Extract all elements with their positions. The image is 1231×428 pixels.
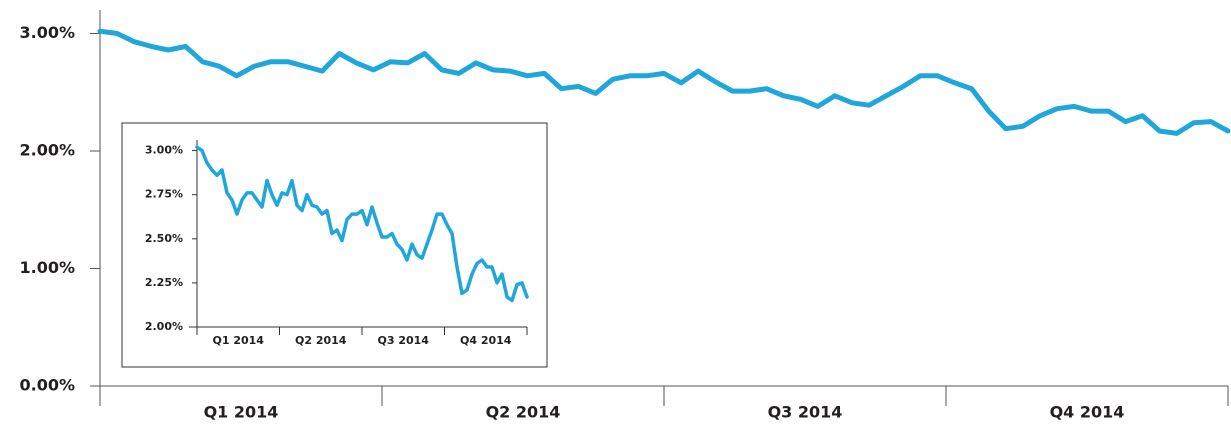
x-tick-label: Q4 2014 (460, 334, 512, 347)
series-line (97, 28, 1231, 136)
y-tick-label: 2.50% (145, 232, 183, 245)
y-tick-label: 2.75% (145, 188, 183, 201)
x-tick-label: Q2 2014 (295, 334, 347, 347)
y-tick-label: 0.00% (19, 376, 75, 395)
y-tick-label: 2.00% (19, 141, 75, 160)
y-tick-label: 3.00% (145, 144, 183, 157)
series-line (195, 145, 529, 303)
y-tick-label: 3.00% (19, 23, 75, 42)
x-tick-label: Q1 2014 (204, 403, 279, 422)
x-tick-label: Q3 2014 (378, 334, 430, 347)
y-tick-label: 2.00% (145, 320, 183, 333)
x-tick-label: Q4 2014 (1050, 403, 1125, 422)
x-tick-label: Q3 2014 (768, 403, 843, 422)
inset-frame (121, 122, 548, 368)
x-tick-label: Q2 2014 (486, 403, 561, 422)
x-tick-label: Q1 2014 (213, 334, 265, 347)
y-tick-label: 2.25% (145, 276, 183, 289)
y-tick-label: 1.00% (19, 258, 75, 277)
